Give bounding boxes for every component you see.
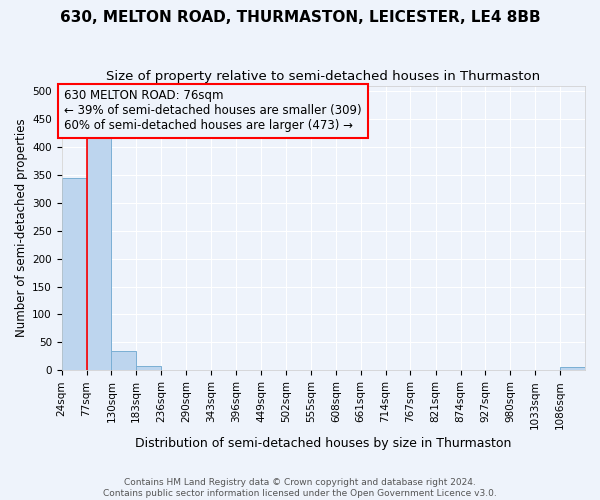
Title: Size of property relative to semi-detached houses in Thurmaston: Size of property relative to semi-detach… xyxy=(106,70,541,83)
Text: Contains HM Land Registry data © Crown copyright and database right 2024.
Contai: Contains HM Land Registry data © Crown c… xyxy=(103,478,497,498)
Bar xyxy=(560,367,585,370)
X-axis label: Distribution of semi-detached houses by size in Thurmaston: Distribution of semi-detached houses by … xyxy=(135,437,512,450)
Bar xyxy=(62,178,86,370)
Bar xyxy=(112,352,136,370)
Text: 630 MELTON ROAD: 76sqm
← 39% of semi-detached houses are smaller (309)
60% of se: 630 MELTON ROAD: 76sqm ← 39% of semi-det… xyxy=(64,90,362,132)
Y-axis label: Number of semi-detached properties: Number of semi-detached properties xyxy=(15,118,28,337)
Bar xyxy=(136,366,161,370)
Bar xyxy=(86,138,112,370)
Text: 630, MELTON ROAD, THURMASTON, LEICESTER, LE4 8BB: 630, MELTON ROAD, THURMASTON, LEICESTER,… xyxy=(59,10,541,25)
